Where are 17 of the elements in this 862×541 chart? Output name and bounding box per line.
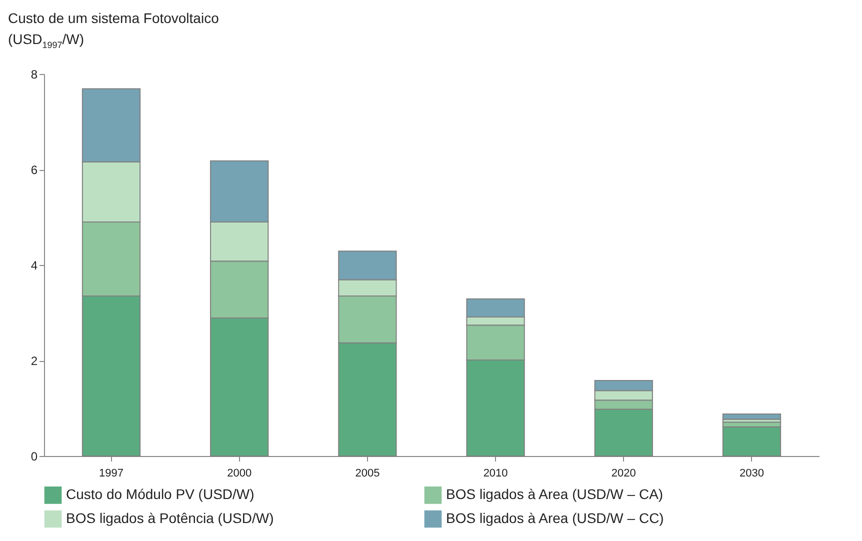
x-tick-label: 1997	[99, 468, 124, 480]
x-tick-label: 2030	[740, 468, 764, 480]
legend-label: BOS ligados à Area (USD/W – CA)	[446, 486, 664, 502]
y-tick-label: 6	[30, 163, 38, 177]
y-tick-label: 2	[30, 354, 38, 368]
y-tick-label: 4	[30, 258, 38, 272]
bar	[722, 413, 782, 420]
y-tick-label: 8	[30, 68, 38, 82]
legend-label: BOS ligados à Area (USD/W – CC)	[446, 510, 664, 526]
x-tick-label: 2010	[483, 468, 508, 480]
x-tick-label: 2005	[355, 468, 380, 480]
legend-label: BOS ligados à Potência (USD/W)	[66, 510, 274, 526]
x-tick-label: 2000	[227, 468, 252, 480]
y-tick-label: 0	[30, 450, 38, 464]
legend-label: Custo do Módulo PV (USD/W)	[66, 486, 254, 502]
x-tick-label: 2020	[611, 468, 636, 480]
y-axis-title: Custo de um sistema Fotovoltaico (USD$_{1997}$/W)	[8, 9, 220, 52]
